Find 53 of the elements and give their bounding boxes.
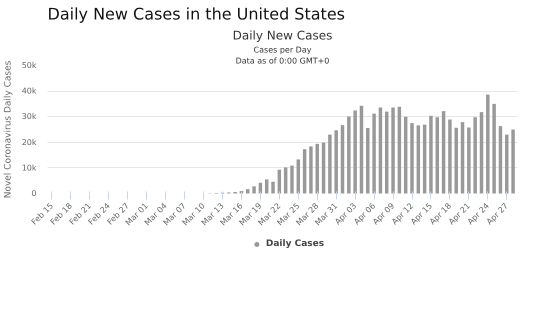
bar [378, 107, 382, 194]
text: Data as of 0:00 GMT+0 [236, 56, 330, 66]
bar [258, 182, 262, 194]
bar [340, 125, 344, 194]
chart-subtitle: Daily New Cases [232, 28, 332, 42]
bar [429, 116, 433, 194]
bar [398, 106, 402, 194]
bar [384, 112, 388, 194]
bar [454, 128, 458, 194]
bar [278, 170, 282, 194]
bar [246, 189, 250, 194]
bar [290, 166, 294, 194]
bar [360, 106, 364, 194]
bar [473, 117, 477, 194]
bar [460, 122, 464, 194]
bar [442, 111, 446, 194]
bar [309, 146, 313, 194]
bar [264, 179, 268, 194]
bar [302, 149, 306, 194]
y-tick-label: 30k [22, 112, 37, 122]
bar [422, 124, 426, 194]
bar [505, 134, 508, 194]
legend-label: Daily Cases [266, 239, 324, 249]
bar [353, 110, 357, 194]
bar [328, 134, 332, 194]
y-axis-title: Novel Coronavirus Daily Cases [4, 60, 14, 198]
y-tick-label: 0 [31, 189, 37, 198]
bar [492, 104, 496, 194]
bar [252, 186, 256, 194]
bar [347, 116, 351, 194]
y-tick-label: 20k [22, 138, 37, 147]
bar [498, 126, 502, 194]
chart-title: Daily New Cases in the United States [48, 4, 345, 24]
text: Cases per Day [254, 46, 312, 54]
y-tick-label: 10k [22, 163, 37, 172]
bar [284, 167, 288, 194]
bar [391, 107, 395, 194]
bar [436, 117, 440, 194]
bar [467, 127, 471, 194]
bar [296, 159, 300, 194]
bar [404, 116, 408, 194]
bar [416, 125, 420, 194]
y-tick-label: 40k [22, 86, 37, 96]
bar [316, 144, 319, 194]
bar [366, 128, 370, 194]
y-tick-label: 50k [22, 61, 37, 70]
bar [486, 94, 490, 194]
bar [372, 114, 376, 194]
bar [322, 142, 326, 194]
bar [511, 130, 515, 194]
bar [334, 130, 338, 194]
bar [448, 120, 452, 194]
bar [271, 182, 275, 194]
